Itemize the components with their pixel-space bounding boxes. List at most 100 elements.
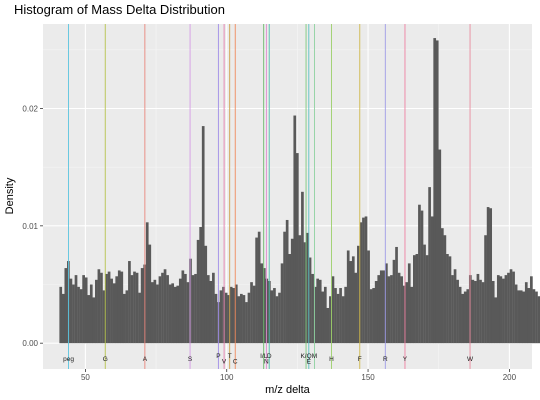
histogram-bar — [255, 238, 258, 344]
histogram-bar — [230, 287, 233, 343]
histogram-bar — [533, 289, 536, 343]
histogram-bar — [248, 293, 251, 343]
histogram-bar — [87, 295, 90, 343]
histogram-bar — [174, 287, 177, 343]
histogram-bar — [204, 246, 207, 343]
histogram-bar — [258, 232, 261, 343]
histogram-bar — [380, 270, 383, 343]
histogram-bar — [515, 285, 518, 344]
histogram-bar — [118, 270, 121, 343]
histogram-bar — [487, 207, 490, 343]
histogram-bar — [530, 276, 533, 343]
x-tick-label: 100 — [220, 373, 234, 382]
histogram-bar — [436, 40, 439, 343]
histogram-bar — [454, 269, 457, 343]
histogram-bar — [62, 294, 65, 343]
histogram-bar — [301, 192, 304, 343]
histogram-bar — [192, 275, 195, 343]
histogram-bar — [505, 275, 508, 343]
histogram-bar — [494, 297, 497, 343]
histogram-bar — [281, 263, 284, 343]
histogram-bar — [372, 288, 375, 343]
reference-line-label: R — [383, 356, 388, 363]
y-tick-label: 0.02 — [22, 104, 38, 113]
reference-line-label: V — [222, 358, 227, 365]
histogram-bar — [75, 275, 78, 343]
histogram-bar — [164, 269, 167, 343]
histogram-bar — [339, 288, 342, 343]
histogram-bar — [390, 275, 393, 343]
histogram-bar — [423, 245, 426, 344]
histogram-bar — [276, 296, 279, 343]
histogram-bar — [85, 277, 88, 343]
histogram-bar — [98, 269, 101, 343]
histogram-bar — [207, 275, 210, 343]
histogram-bar — [510, 269, 513, 343]
histogram-bar — [464, 292, 467, 344]
histogram-bar — [393, 260, 396, 343]
histogram-bar — [408, 263, 411, 343]
histogram-bar — [273, 288, 276, 343]
histogram-bar — [215, 294, 218, 343]
histogram-bar — [535, 292, 538, 344]
histogram-bar — [169, 285, 172, 344]
x-axis-title: m/z delta — [265, 384, 311, 396]
histogram-bar — [482, 282, 485, 343]
histogram-bar — [472, 280, 475, 343]
histogram-bar — [344, 287, 347, 343]
histogram-bar — [146, 222, 149, 343]
histogram-bar — [418, 205, 421, 343]
reference-line-label: peg — [63, 356, 74, 363]
histogram-bar — [156, 285, 159, 344]
histogram-bar — [154, 280, 157, 343]
histogram-bar — [354, 273, 357, 343]
histogram-bar — [444, 235, 447, 343]
histogram-bar — [479, 280, 482, 343]
histogram-bar — [245, 302, 248, 343]
histogram-bar — [446, 254, 449, 343]
histogram-bar — [209, 281, 212, 343]
histogram-bar — [299, 235, 302, 343]
x-axis-ticks: 50 100 150 200 — [81, 369, 517, 382]
histogram-bar — [212, 273, 215, 343]
histogram-bar — [370, 289, 373, 343]
histogram-bar — [421, 211, 424, 344]
histogram-bar — [64, 268, 67, 343]
histogram-bar — [197, 240, 200, 343]
histogram-bar — [100, 273, 103, 343]
histogram-bar — [237, 296, 240, 343]
reference-line-label: W — [467, 356, 474, 363]
histogram-bar — [92, 297, 95, 343]
histogram-bar — [410, 287, 413, 343]
histogram-bar — [278, 293, 281, 343]
chart-title: Histogram of Mass Delta Distribution — [14, 2, 225, 17]
histogram-bar — [499, 276, 502, 343]
histogram-bar — [120, 272, 123, 344]
histogram-bar — [202, 126, 205, 343]
x-tick-label: 150 — [361, 373, 375, 382]
histogram-bar — [400, 276, 403, 343]
histogram-bar — [520, 290, 523, 343]
histogram-bar — [512, 272, 515, 344]
reference-line-label: P — [216, 353, 220, 360]
histogram-bar — [362, 218, 365, 344]
histogram-bar — [232, 288, 235, 343]
histogram-bar — [293, 116, 296, 344]
histogram-bar — [484, 235, 487, 343]
histogram-bar — [332, 276, 335, 343]
reference-line-label: D — [267, 353, 272, 360]
histogram-bar — [477, 274, 480, 343]
histogram-bar — [311, 274, 314, 343]
histogram-bar — [82, 275, 85, 343]
histogram-bar — [459, 287, 462, 343]
histogram-bar — [525, 282, 528, 343]
y-axis-ticks: 0.00 0.01 0.02 — [22, 104, 43, 348]
y-tick-label: 0.01 — [22, 222, 38, 231]
histogram-bar — [72, 285, 75, 344]
histogram-bar — [199, 227, 202, 343]
histogram-bar — [128, 261, 131, 343]
histogram-bar — [113, 283, 116, 343]
histogram-bar — [136, 273, 139, 343]
histogram-bar — [375, 281, 378, 343]
